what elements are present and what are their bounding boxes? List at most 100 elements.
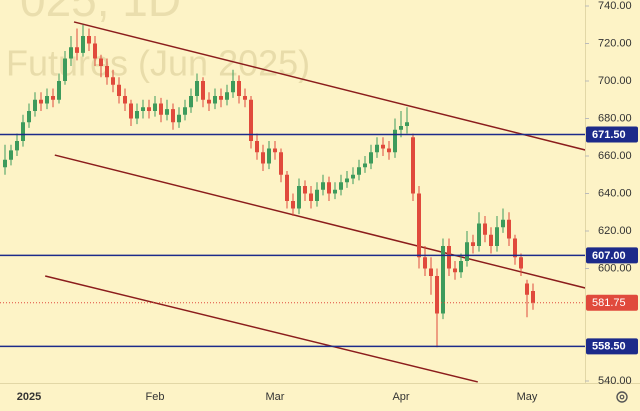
candle-body: [255, 141, 259, 153]
candle-body: [447, 246, 451, 269]
x-tick-label: Feb: [146, 391, 165, 403]
settings-center[interactable]: [619, 394, 625, 400]
candle-body: [315, 189, 319, 201]
x-tick-label: 2025: [17, 391, 41, 403]
candle-body: [411, 137, 415, 194]
candle-body: [141, 107, 145, 111]
candle-body: [459, 261, 463, 273]
candle-body: [231, 81, 235, 93]
candle-body: [465, 242, 469, 261]
candle-body: [129, 103, 133, 119]
candle-body: [525, 283, 529, 295]
candle-body: [477, 223, 481, 246]
y-tick-label: 720.00: [598, 37, 632, 49]
candle-body: [153, 103, 157, 111]
x-tick-label: Mar: [266, 391, 285, 403]
candle-body: [117, 84, 121, 96]
candle-body: [405, 122, 409, 126]
candle-body: [183, 107, 187, 115]
candle-body: [105, 66, 109, 78]
candle-body: [87, 36, 91, 44]
candle-body: [375, 144, 379, 153]
watermark: Futures (Jun 2025): [6, 43, 310, 84]
candle-body: [369, 152, 373, 164]
candle-body: [3, 159, 7, 168]
candle-body: [303, 186, 307, 194]
candle-body: [285, 174, 289, 201]
candle-body: [39, 99, 43, 104]
watermark-title: 025, 1D: [20, 0, 181, 26]
y-tick-label: 660.00: [598, 150, 632, 162]
candle-body: [135, 111, 139, 119]
candle-body: [441, 246, 445, 314]
candle-body: [471, 242, 475, 246]
trend-line: [54, 154, 585, 289]
level-label: 607.00: [592, 250, 626, 262]
candle-body: [531, 291, 535, 303]
candle-body: [495, 227, 499, 246]
y-tick-label: 600.00: [598, 262, 632, 274]
x-tick-label: Apr: [392, 391, 409, 403]
candle-body: [249, 99, 253, 141]
candle-body: [429, 268, 433, 276]
candle-body: [15, 141, 19, 151]
candle-body: [387, 148, 391, 153]
candle-body: [201, 81, 205, 100]
y-tick-label: 680.00: [598, 112, 632, 124]
candle-body: [123, 96, 127, 104]
candle-body: [75, 47, 79, 53]
candle-body: [21, 122, 25, 141]
x-tick-label: May: [517, 391, 538, 403]
candle-body: [147, 107, 151, 111]
candle-body: [519, 257, 523, 269]
candle-body: [63, 58, 67, 81]
candle-body: [297, 186, 301, 209]
candle-body: [321, 182, 325, 190]
candle-body: [291, 201, 295, 209]
candle-body: [483, 223, 487, 235]
candle-body: [339, 182, 343, 190]
candle-body: [273, 148, 277, 153]
candle-body: [219, 96, 223, 100]
candle-body: [111, 77, 115, 85]
candle-body: [351, 174, 355, 179]
candle-body: [99, 58, 103, 66]
candle-body: [51, 96, 55, 100]
candle-body: [381, 144, 385, 149]
y-tick-label: 620.00: [598, 225, 632, 237]
candle-body: [243, 96, 247, 100]
candle-body: [237, 81, 241, 96]
candle-body: [171, 109, 175, 123]
candle-body: [189, 96, 193, 108]
candle-body: [501, 219, 505, 228]
candle-body: [165, 109, 169, 115]
candle-body: [45, 96, 49, 104]
candle-body: [393, 129, 397, 153]
candle-body: [453, 268, 457, 273]
trend-line: [45, 275, 478, 383]
y-tick-label: 640.00: [598, 187, 632, 199]
candle-body: [159, 103, 163, 115]
candle-body: [69, 47, 73, 59]
candle-body: [423, 257, 427, 269]
candle-body: [327, 182, 331, 194]
settings-icon[interactable]: [616, 391, 628, 403]
candle-body: [357, 167, 361, 175]
level-label: 558.50: [592, 341, 626, 353]
level-label-box: [586, 338, 638, 355]
candle-body: [309, 193, 313, 201]
candle-body: [195, 81, 199, 96]
candle-body: [507, 219, 511, 239]
candle-body: [177, 114, 181, 123]
candle-body: [363, 163, 367, 168]
settings-gear[interactable]: [616, 391, 628, 403]
level-label: 671.50: [592, 129, 626, 141]
candle-body: [261, 152, 265, 164]
y-tick-label: 700.00: [598, 75, 632, 87]
candle-body: [33, 99, 37, 111]
y-tick-label: 740.00: [598, 0, 632, 12]
last-price-box: [586, 294, 638, 311]
level-label-box: [586, 126, 638, 143]
candle-body: [399, 126, 403, 130]
